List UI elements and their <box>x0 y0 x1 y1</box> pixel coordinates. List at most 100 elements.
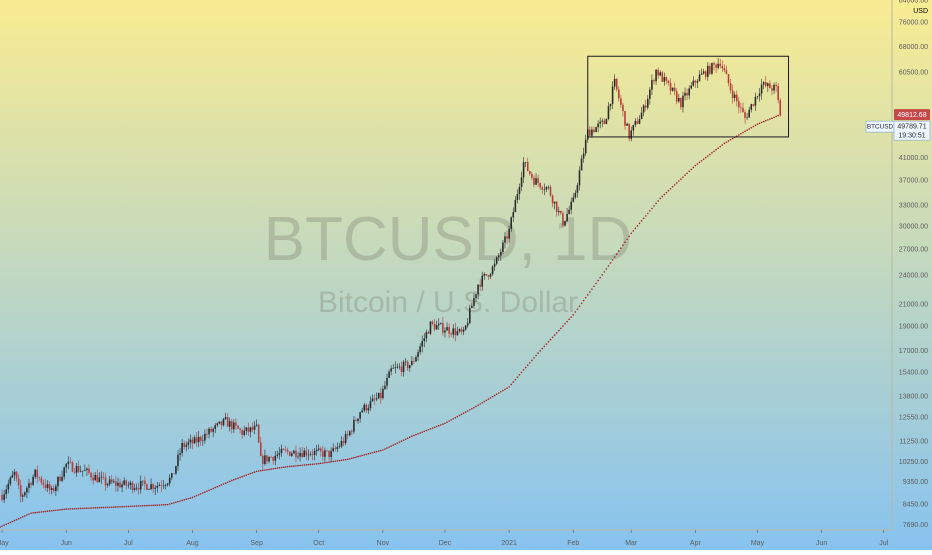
ma-point <box>7 522 10 525</box>
candle-body <box>715 64 717 68</box>
ma-point <box>75 507 78 510</box>
candle-body <box>529 170 531 174</box>
candle-body <box>433 323 436 330</box>
ma-point <box>125 505 128 508</box>
ma-point <box>580 302 583 305</box>
ma-point <box>723 142 726 145</box>
candle-body <box>55 486 57 491</box>
ma-point <box>53 509 55 512</box>
candle-body <box>514 199 517 213</box>
ma-point <box>698 161 701 164</box>
ma-point <box>535 354 537 357</box>
ma-point <box>704 156 707 159</box>
ma-point <box>667 189 670 192</box>
candle-body <box>584 139 587 154</box>
candle-body <box>129 482 132 485</box>
candle-body <box>84 469 86 471</box>
ma-point <box>177 500 179 503</box>
candle-body <box>400 366 403 373</box>
candle-body <box>742 107 744 113</box>
candle-body <box>61 476 63 481</box>
ma-point <box>164 503 167 506</box>
ma-point <box>195 494 198 497</box>
countdown-timer: 19:30:51 <box>898 133 925 140</box>
ma-point <box>711 152 713 154</box>
ma-point <box>644 215 647 217</box>
candle-body <box>440 322 442 324</box>
range-rectangle[interactable] <box>587 55 790 138</box>
ma-point <box>748 128 750 130</box>
candle-body <box>79 471 82 472</box>
ma-point <box>299 464 301 467</box>
candle-body <box>547 186 550 188</box>
ma-point <box>34 511 36 514</box>
candle-body <box>202 440 204 442</box>
ma-point <box>686 172 688 175</box>
y-axis[interactable]: 84000.00 76000.00 68000.00 60500.00 41000.00… <box>899 0 928 529</box>
symbol-tag[interactable]: BTCUSD <box>865 120 895 133</box>
ma-point <box>338 459 341 462</box>
candle-body <box>127 484 130 486</box>
ma-point <box>502 389 504 392</box>
candle-body <box>344 434 347 444</box>
candle-body <box>50 488 53 490</box>
ma-point <box>555 332 558 334</box>
ma-point <box>539 350 541 352</box>
candle-body <box>208 428 210 435</box>
ma-point <box>715 148 717 151</box>
candle-body <box>568 209 570 214</box>
ma-tag-background <box>893 120 931 141</box>
ma-point <box>115 506 117 508</box>
candle-body <box>456 331 459 336</box>
ma-point <box>584 296 587 299</box>
ma-point <box>204 491 206 493</box>
candle-body <box>543 189 546 191</box>
ma-point <box>309 463 312 466</box>
symbol-tag-label: BTCUSD <box>867 124 894 131</box>
candle-body <box>264 455 266 464</box>
y-tick-label: 19000.00 <box>899 324 928 331</box>
ma-point <box>110 506 113 508</box>
ma-point <box>158 504 161 506</box>
candle-body <box>86 468 88 470</box>
candle-body <box>7 483 10 490</box>
candle-body <box>197 436 200 443</box>
candle-body <box>131 482 134 490</box>
candle-body <box>108 479 111 485</box>
candle-body <box>77 466 80 472</box>
candle-body <box>464 325 467 330</box>
ma-point <box>270 468 272 470</box>
ma-point <box>264 469 266 471</box>
ma-point <box>26 514 28 516</box>
ma-point <box>446 421 448 423</box>
ma-point <box>251 472 254 474</box>
ma-point <box>566 320 568 323</box>
ma-point <box>764 119 767 122</box>
ma-point <box>332 460 335 463</box>
candle-body <box>673 87 676 92</box>
candle-body <box>669 82 672 91</box>
y-tick-label: 37000.00 <box>899 177 928 184</box>
watermark-subtitle: Bitcoin / U.S. Dollar <box>318 286 578 319</box>
ma-point <box>36 511 39 514</box>
ma-point <box>754 124 757 127</box>
candle-body <box>700 73 703 75</box>
candle-body <box>510 217 512 229</box>
ma-point <box>50 509 53 512</box>
x-tick-label: Jul <box>879 540 888 547</box>
ma-point <box>291 465 293 468</box>
candle-body <box>293 450 295 454</box>
candle-body <box>239 428 241 430</box>
ma-point <box>396 442 399 444</box>
ma-point <box>392 444 395 446</box>
candle-body <box>502 242 504 252</box>
x-axis[interactable]: May Jun Jul Aug Sep Oct Nov Dec 2021 Feb Mar Apr May… <box>0 530 889 547</box>
ma-point <box>491 395 494 398</box>
candle-body <box>489 274 492 277</box>
ma-point <box>512 381 515 383</box>
candle-body <box>764 82 767 87</box>
ma-point <box>682 176 684 178</box>
candle-body <box>692 80 695 86</box>
ma-point <box>520 371 523 374</box>
